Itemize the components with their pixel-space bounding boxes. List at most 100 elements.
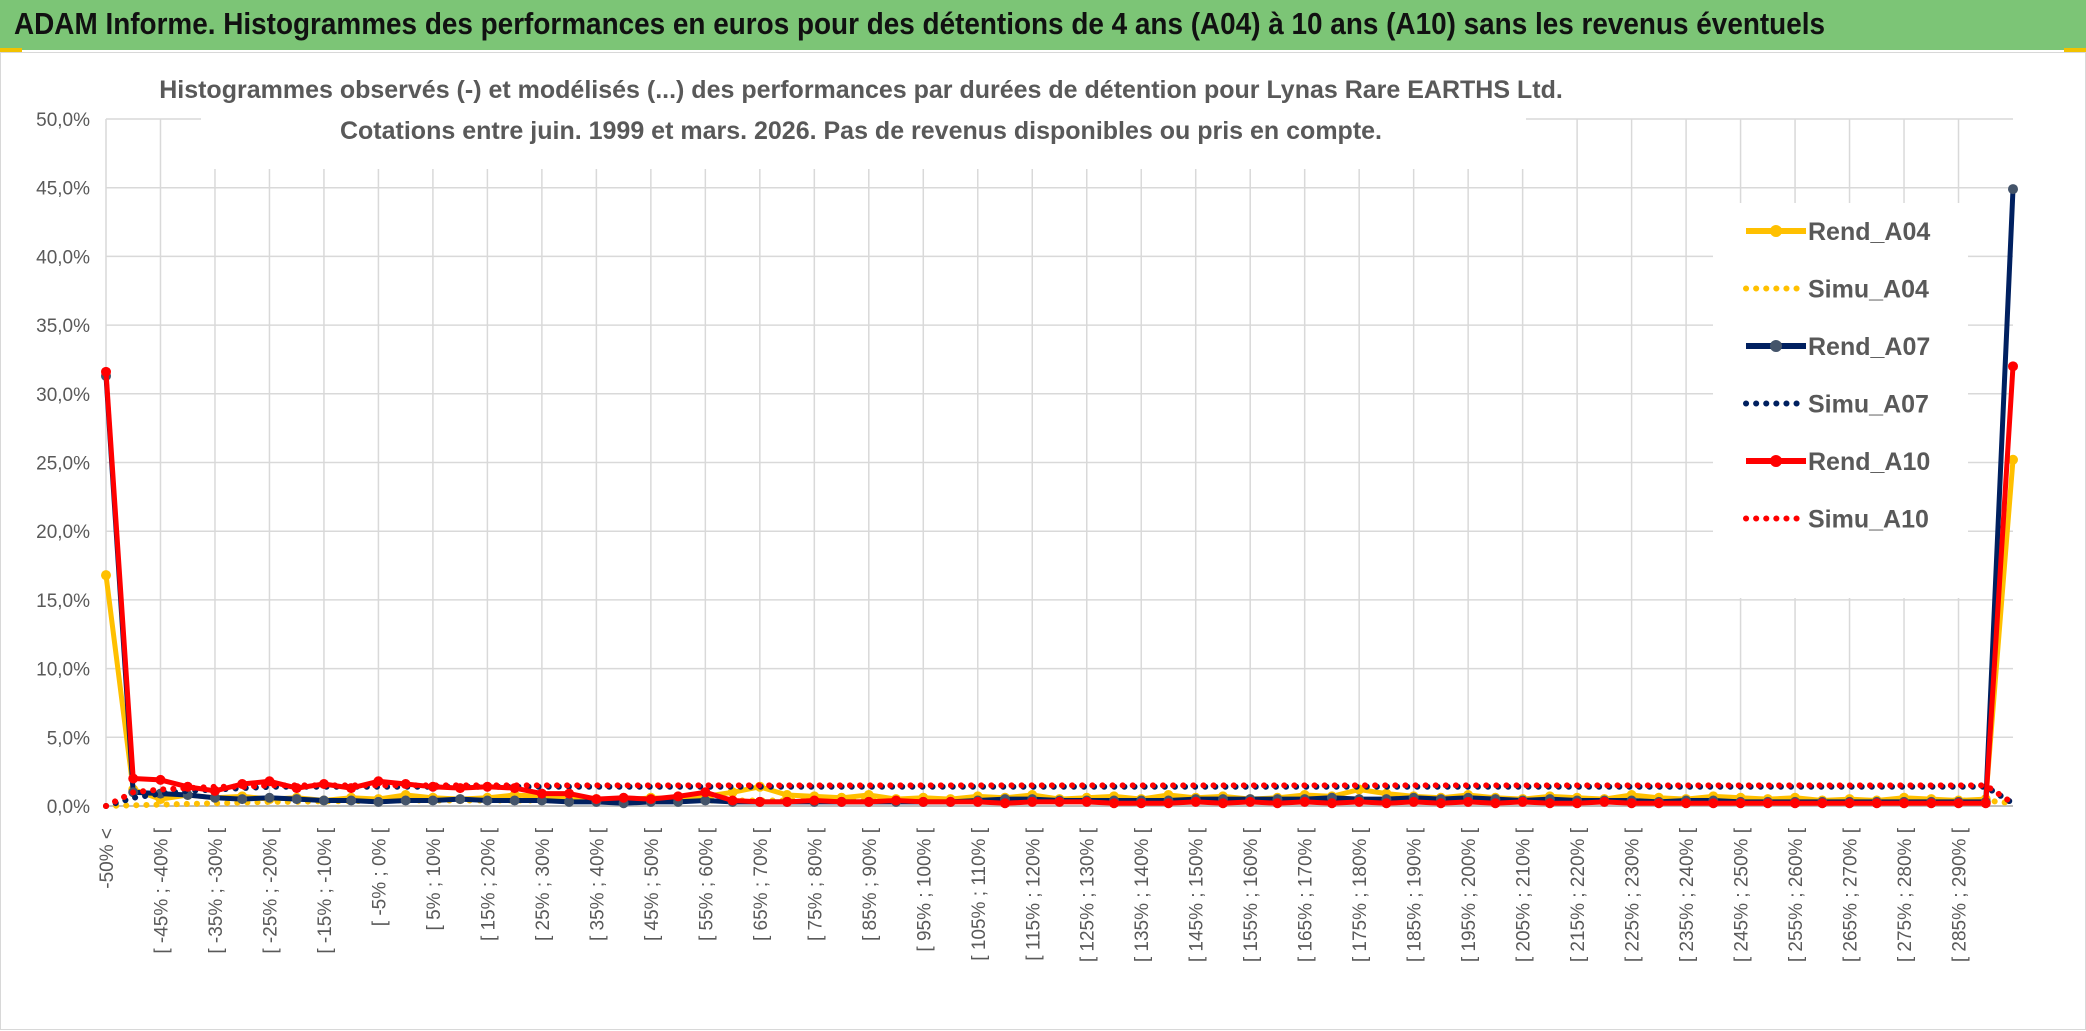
data-point bbox=[128, 773, 139, 784]
x-tick-label: [ 75% ; 80% [ bbox=[805, 827, 826, 941]
x-tick-label: [ 125% ; 130% [ bbox=[1078, 827, 1099, 962]
x-tick-label: [ 135% ; 140% [ bbox=[1132, 827, 1153, 962]
legend-marker bbox=[1770, 340, 1782, 352]
x-tick-label: [ 205% ; 210% [ bbox=[1514, 827, 1535, 962]
data-point bbox=[237, 794, 248, 805]
data-point bbox=[1653, 798, 1664, 809]
x-tick-label: [ 115% ; 120% [ bbox=[1023, 827, 1044, 960]
legend-label: Rend_A04 bbox=[1808, 218, 1930, 246]
title-background bbox=[201, 59, 1526, 169]
x-tick-label: [ -15% ; -10% [ bbox=[315, 827, 336, 953]
data-point bbox=[1245, 796, 1256, 807]
x-tick-label: [ -35% ; -30% [ bbox=[206, 827, 227, 953]
x-tick-label: [ 55% ; 60% [ bbox=[696, 827, 717, 941]
x-tick-label: [ 145% ; 150% [ bbox=[1187, 827, 1208, 962]
corner-accent-left bbox=[0, 48, 22, 54]
x-tick-label: [ 275% ; 280% [ bbox=[1895, 827, 1916, 962]
data-point bbox=[863, 790, 874, 801]
data-point bbox=[754, 796, 765, 807]
data-point bbox=[1544, 798, 1555, 809]
data-point bbox=[1463, 796, 1474, 807]
data-point bbox=[918, 796, 929, 807]
data-point bbox=[891, 795, 902, 806]
legend-marker bbox=[1770, 455, 1782, 467]
data-point bbox=[1354, 796, 1365, 807]
data-point bbox=[809, 795, 820, 806]
data-point bbox=[1626, 798, 1637, 809]
legend-label: Rend_A10 bbox=[1808, 448, 1930, 476]
data-point bbox=[1190, 796, 1201, 807]
x-tick-label: [ 45% ; 50% [ bbox=[642, 827, 663, 941]
data-point bbox=[1735, 798, 1746, 809]
data-point bbox=[1708, 798, 1719, 809]
data-point bbox=[1000, 798, 1011, 809]
data-point bbox=[591, 794, 602, 805]
report-title: ADAM Informe. Histogrammes des performan… bbox=[14, 6, 1825, 41]
legend-item-Rend_A07: Rend_A07 bbox=[1746, 333, 1930, 361]
legend-background bbox=[1713, 203, 1968, 598]
legend-item-Rend_A04: Rend_A04 bbox=[1746, 218, 1930, 246]
data-point bbox=[1435, 798, 1446, 809]
data-point bbox=[536, 788, 547, 799]
y-tick-label: 35,0% bbox=[36, 316, 90, 337]
data-point bbox=[400, 795, 411, 806]
data-point bbox=[2008, 454, 2018, 465]
data-point bbox=[1163, 798, 1174, 809]
y-tick-label: 20,0% bbox=[36, 522, 90, 543]
data-point bbox=[863, 796, 874, 807]
data-point bbox=[1490, 798, 1501, 809]
x-tick-label: [ 265% ; 270% [ bbox=[1841, 827, 1862, 962]
data-point bbox=[1408, 796, 1419, 807]
x-tick-label: [ 235% ; 240% [ bbox=[1677, 827, 1698, 962]
y-tick-label: 0,0% bbox=[47, 797, 90, 818]
data-point bbox=[1272, 798, 1283, 809]
data-point bbox=[1980, 798, 1991, 809]
data-point bbox=[618, 792, 629, 803]
legend-label: Simu_A04 bbox=[1808, 276, 1929, 304]
legend-item-Rend_A10: Rend_A10 bbox=[1746, 448, 1930, 476]
data-point bbox=[782, 790, 793, 801]
data-point bbox=[700, 795, 711, 806]
series-Simu_A10 bbox=[103, 782, 2016, 809]
data-point bbox=[318, 795, 329, 806]
chart-frame: 0,0% 5,0% 10,0% 15,0% 20,0% 25,0% 30,0% 35,0% 40… bbox=[0, 52, 2086, 1030]
data-point bbox=[1027, 796, 1038, 807]
x-tick-label: [ 85% ; 90% [ bbox=[860, 827, 881, 941]
y-tick-label: 10,0% bbox=[36, 660, 90, 681]
data-point bbox=[1790, 798, 1801, 809]
data-point bbox=[1899, 798, 1910, 809]
data-point bbox=[101, 366, 111, 377]
data-point bbox=[1299, 796, 1310, 807]
x-axis: -50% < [ -45% ; -40% [[ -35% ; -30% [[ -2… bbox=[97, 805, 2013, 962]
data-point bbox=[2008, 184, 2018, 195]
data-point bbox=[1081, 796, 1092, 807]
x-tick-label: [ 105% ; 110% [ bbox=[969, 827, 990, 960]
series-layer bbox=[101, 184, 2018, 809]
legend-item-Simu_A07: Simu_A07 bbox=[1743, 391, 1929, 419]
data-point bbox=[346, 795, 357, 806]
x-tick-label: [ 195% ; 200% [ bbox=[1459, 827, 1480, 962]
x-tick-label: [ 185% ; 190% [ bbox=[1405, 827, 1426, 962]
data-point bbox=[564, 796, 575, 807]
legend-label: Rend_A07 bbox=[1808, 333, 1930, 361]
corner-accent-right bbox=[2064, 48, 2086, 54]
data-point bbox=[264, 792, 275, 803]
data-point bbox=[1326, 798, 1337, 809]
data-point bbox=[373, 796, 384, 807]
data-point bbox=[1844, 798, 1855, 809]
legend-marker bbox=[1770, 225, 1782, 237]
data-point bbox=[291, 794, 302, 805]
y-tick-label: 50,0% bbox=[36, 110, 90, 131]
data-point bbox=[564, 788, 575, 799]
data-point bbox=[1054, 796, 1065, 807]
x-tick-label: [ 95% ; 100% [ bbox=[914, 827, 935, 951]
x-tick-label: [ 155% ; 160% [ bbox=[1241, 827, 1262, 962]
data-point bbox=[673, 791, 684, 802]
data-point bbox=[1926, 798, 1937, 809]
data-point bbox=[209, 792, 220, 803]
x-tick-label: [ -25% ; -20% [ bbox=[260, 827, 281, 953]
y-tick-label: 40,0% bbox=[36, 247, 90, 268]
data-point bbox=[836, 796, 847, 807]
data-point bbox=[782, 796, 793, 807]
series-line bbox=[103, 782, 2016, 809]
